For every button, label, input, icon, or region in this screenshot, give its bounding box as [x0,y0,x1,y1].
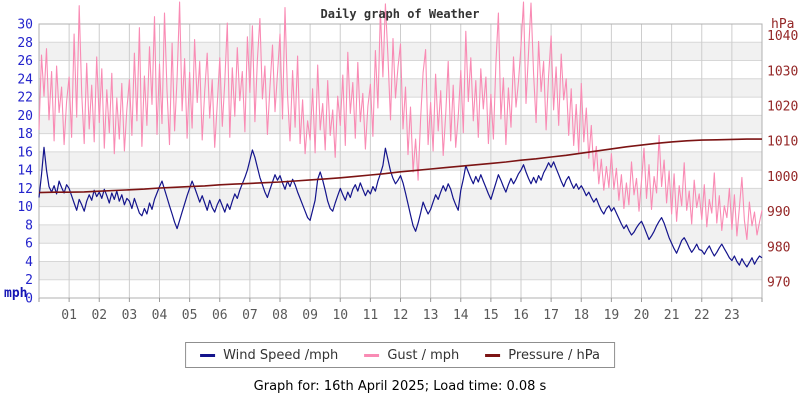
legend-item-wind-speed: Wind Speed /mph [200,348,338,363]
legend-label-gust: Gust / mph [387,347,460,363]
y-left-tick-label: 16 [17,145,33,160]
x-tick-label: 09 [302,308,318,323]
wind-speed-line-swatch [200,353,216,357]
x-tick-label: 18 [573,308,589,323]
y-left-tick-label: 4 [25,255,33,270]
wind-speed-line [38,146,763,268]
y-right-tick-label: 970 [767,276,790,291]
x-tick-label: 10 [332,308,348,323]
y-left-tick-label: 24 [17,72,33,87]
y-left-tick-label: 12 [17,182,33,197]
gust-line [38,1,763,241]
x-tick-label: 23 [724,308,740,323]
x-tick-label: 06 [212,308,228,323]
x-tick-label: 03 [122,308,138,323]
x-tick-label: 19 [604,308,620,323]
chart-title: Daily graph of Weather [321,7,480,21]
x-tick-label: 14 [453,308,469,323]
x-tick-label: 15 [483,308,499,323]
y-left-tick-label: 0 [25,292,33,307]
legend-label-pressure: Pressure / hPa [508,347,600,363]
y-left-tick-label: 20 [17,109,33,124]
y-right-tick-label: 1030 [767,64,798,79]
pressure-line [38,138,762,194]
y-left-tick-label: 22 [17,91,33,106]
left-axis-unit-label: mph [4,286,27,301]
x-tick-label: 13 [423,308,439,323]
y-right-tick-label: 990 [767,205,790,220]
x-tick-label: 21 [664,308,680,323]
chart-plot-area: 0246810121416182022242628309709809901000… [17,1,798,323]
x-tick-label: 12 [393,308,409,323]
x-tick-label: 22 [694,308,710,323]
x-tick-label: 11 [363,308,379,323]
y-right-tick-label: 1040 [767,29,798,44]
pressure-line-swatch [485,353,501,357]
y-right-tick-label: 1010 [767,135,798,150]
y-left-tick-label: 8 [25,218,33,233]
x-tick-label: 05 [182,308,198,323]
y-left-tick-label: 2 [25,273,33,288]
weather-chart: 0246810121416182022242628309709809901000… [4,1,798,323]
graph-footer-text: Graph for: 16th April 2025; Load time: 0… [253,379,547,394]
legend-label-wind-speed: Wind Speed /mph [223,347,339,363]
gust-line-swatch [364,353,380,357]
x-tick-label: 17 [543,308,559,323]
x-tick-label: 01 [61,308,77,323]
x-tick-label: 08 [272,308,288,323]
x-tick-label: 16 [513,308,529,323]
y-left-tick-label: 26 [17,54,33,69]
y-left-tick-label: 14 [17,164,33,179]
y-left-tick-label: 30 [17,18,33,33]
legend-item-gust: Gust / mph [364,348,459,363]
chart-legend: Wind Speed /mph Gust / mph Pressure / hP… [185,342,615,368]
y-right-tick-label: 980 [767,240,790,255]
y-right-tick-label: 1000 [767,170,798,185]
legend-item-pressure: Pressure / hPa [485,348,600,363]
x-tick-label: 04 [152,308,168,323]
x-tick-label: 20 [634,308,650,323]
y-left-tick-label: 10 [17,200,33,215]
x-tick-label: 02 [91,308,107,323]
y-left-tick-label: 28 [17,36,33,51]
x-tick-label: 07 [242,308,258,323]
y-left-tick-label: 18 [17,127,33,142]
y-left-tick-label: 6 [25,237,33,252]
y-right-tick-label: 1020 [767,100,798,115]
right-axis-unit-label: hPa [771,17,794,32]
